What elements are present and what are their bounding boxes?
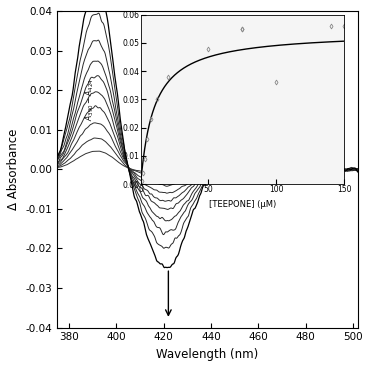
Text: $A_{390}-A_{424}$: $A_{390}-A_{424}$ <box>84 78 96 121</box>
Y-axis label: Δ Absorbance: Δ Absorbance <box>7 128 20 210</box>
X-axis label: Wavelength (nm): Wavelength (nm) <box>156 348 259 361</box>
X-axis label: [TEEPONE] (μM): [TEEPONE] (μM) <box>209 200 276 209</box>
